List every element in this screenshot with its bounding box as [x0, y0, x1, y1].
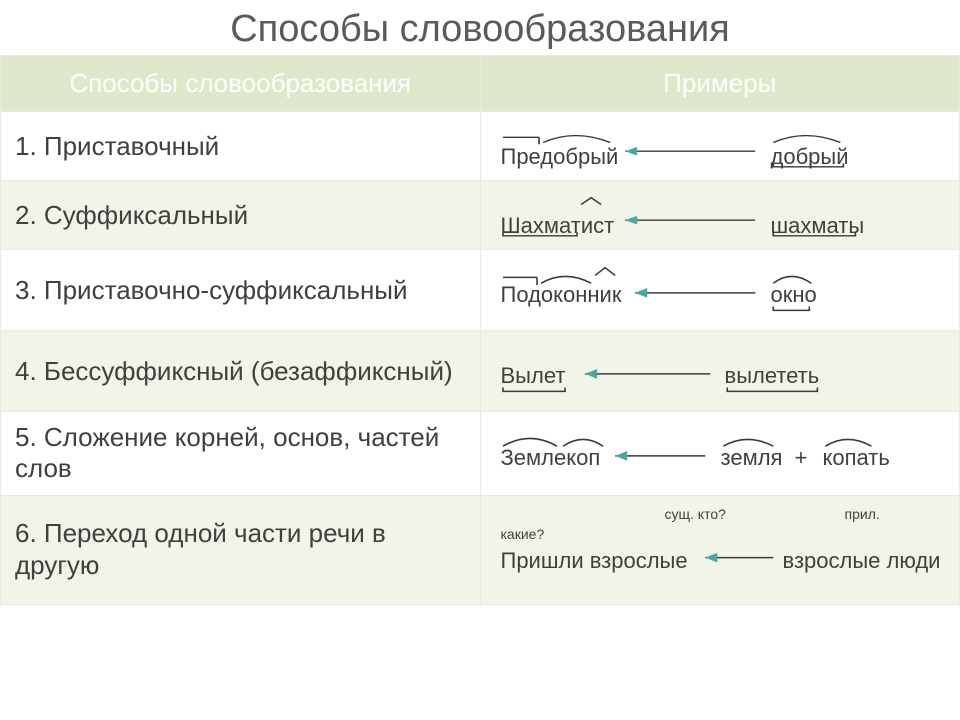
phrase-right: взрослые люди [783, 548, 941, 574]
example-cell: Шахматист шахматы [480, 181, 960, 250]
method-cell: 2. Суффиксальный [1, 181, 481, 250]
source-word: шахматы [771, 213, 865, 239]
page-title: Способы словообразования [0, 0, 960, 55]
header-examples: Примеры [480, 56, 960, 112]
source-word: вылететь [725, 363, 820, 389]
example-cell: сущ. кто? прил. какие? Пришли взрослые в… [480, 495, 960, 604]
derived-word: Подоконник [501, 282, 622, 308]
derived-word: Землекоп [501, 445, 601, 471]
method-cell: 1. Приставочный [1, 112, 481, 181]
table-row: 2. Суффиксальный Шахматист шахматы [1, 181, 960, 250]
table-row: 1. Приставочный Предобрый добрый [1, 112, 960, 181]
example-cell: Подоконник окно [480, 250, 960, 331]
word-formation-table: Способы словообразования Примеры 1. Прис… [0, 55, 960, 605]
example-cell: Вылет вылететь [480, 331, 960, 412]
derived-word: Вылет [501, 363, 566, 389]
source-word: окно [771, 282, 817, 308]
source-word: добрый [771, 144, 849, 170]
example-cell: Предобрый добрый [480, 112, 960, 181]
table-row: 4. Бессуффиксный (безаффиксный) Вылет вы… [1, 331, 960, 412]
method-cell: 4. Бессуффиксный (безаффиксный) [1, 331, 481, 412]
derived-word: Шахматист [501, 213, 615, 239]
method-cell: 3. Приставочно-суффиксальный [1, 250, 481, 331]
derived-word: Предобрый [501, 144, 619, 170]
example-cell: Землекоп земля + копать [480, 412, 960, 495]
table-row: 6. Переход одной части речи в другую сущ… [1, 495, 960, 604]
note-noun: сущ. кто? [665, 506, 726, 523]
note-which: какие? [501, 526, 545, 543]
phrase-left: Пришли взрослые [501, 548, 688, 574]
source-word-1: земля [721, 445, 783, 471]
source-word-2: копать [823, 445, 890, 471]
plus-sign: + [795, 445, 808, 471]
table-row: 5. Сложение корней, основ, частей слов З… [1, 412, 960, 495]
note-adj: прил. [845, 506, 880, 523]
method-cell: 5. Сложение корней, основ, частей слов [1, 412, 481, 495]
table-row: 3. Приставочно-суффиксальный Подоконник … [1, 250, 960, 331]
header-methods: Способы словообразования [1, 56, 481, 112]
method-cell: 6. Переход одной части речи в другую [1, 495, 481, 604]
